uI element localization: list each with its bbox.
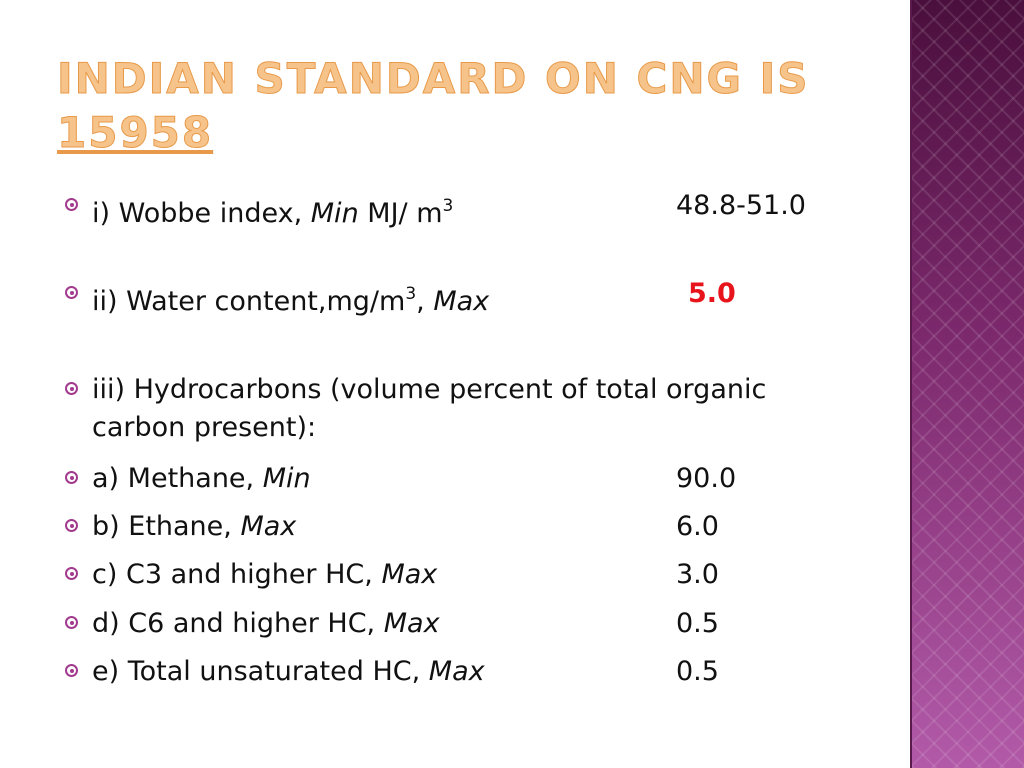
item-label: iii) Hydrocarbons (volume percent of tot… (92, 371, 822, 447)
label-part: Max (383, 608, 440, 639)
label-part: 3 (442, 196, 454, 216)
label-part: , (416, 286, 434, 317)
label-part: 3 (405, 284, 417, 304)
label-part: ii) Water content,mg/m (92, 286, 406, 317)
label-part: MJ/ m (358, 198, 443, 229)
side-edge (910, 0, 912, 768)
item-value: 6.0 (676, 511, 719, 542)
bullet-icon (65, 382, 78, 395)
bullet-icon (65, 471, 78, 484)
item-value: 90.0 (676, 463, 737, 494)
item-label: b) Ethane, Max (92, 508, 822, 546)
label-part: e) Total unsaturated HC, (92, 656, 429, 687)
label-part: Max (240, 511, 297, 542)
title-line: INDIAN STANDARD ON CNG IS (56, 54, 810, 104)
item-value: 3.0 (676, 559, 719, 590)
title-line: 15958 (56, 106, 809, 160)
label-part: Min (262, 463, 311, 494)
bullet-icon (65, 198, 78, 211)
item-label: c) C3 and higher HC, Max (92, 556, 822, 594)
item-label: a) Methane, Min (92, 460, 822, 498)
side-panel (912, 0, 1024, 768)
item-label: d) C6 and higher HC, Max (92, 605, 822, 643)
label-part: b) Ethane, (92, 511, 241, 542)
item-value: 0.5 (676, 608, 719, 639)
label-part: d) C6 and higher HC, (92, 608, 384, 639)
label-part: Max (428, 656, 485, 687)
label-part: Min (310, 198, 359, 229)
label-part: a) Methane, (92, 463, 263, 494)
bullet-icon (65, 286, 78, 299)
slide-title: INDIAN STANDARD ON CNG IS 15958 (56, 52, 810, 160)
item-value: 0.5 (676, 656, 719, 687)
label-part: Max (433, 286, 490, 317)
item-label: e) Total unsaturated HC, Max (92, 653, 822, 691)
item-value: 5.0 (688, 278, 736, 309)
label-part: c) C3 and higher HC, (92, 559, 382, 590)
title-number: 15958 (56, 108, 214, 158)
label-part: iii) Hydrocarbons (volume percent of tot… (92, 374, 767, 443)
bullet-icon (65, 616, 78, 629)
bullet-icon (65, 567, 78, 580)
bullet-icon (65, 664, 78, 677)
label-part: Max (381, 559, 438, 590)
item-label: i) Wobbe index, Min MJ/ m3 (92, 187, 822, 233)
bullet-icon (65, 519, 78, 532)
item-label: ii) Water content,mg/m3, Max (92, 275, 822, 321)
label-part: i) Wobbe index, (92, 198, 311, 229)
item-value: 48.8-51.0 (676, 190, 806, 221)
